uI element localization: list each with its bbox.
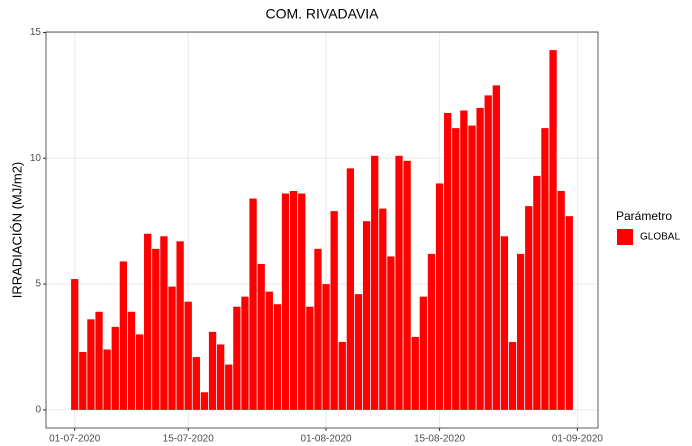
legend-label: GLOBAL [640,232,680,243]
bar [379,208,387,410]
bar [87,319,95,410]
bar [468,125,476,410]
bar [127,311,136,410]
legend-key [617,229,633,245]
bar [354,294,363,410]
bar [152,248,160,410]
bar [476,107,484,410]
bar [192,357,200,410]
plot-area: 0 5 10 15 01-07-2020 15-07-2020 01-08-2020 15-0… [30,27,681,444]
bar [492,85,500,410]
bar [257,263,265,410]
bar [168,286,176,410]
bar [330,211,338,410]
bar [411,336,419,410]
bar [241,296,249,410]
bar [549,50,557,410]
bar [103,349,111,410]
bar [435,183,444,410]
bar [71,279,79,410]
bar [322,284,330,410]
legend-title: Parámetro [616,209,672,223]
bar [346,168,355,410]
bar [233,306,241,410]
bar [200,392,209,410]
bar [395,155,403,410]
bar [444,113,452,410]
bar [525,206,533,410]
y-tick-label: 0 [35,405,41,416]
bar [144,233,152,410]
bar [111,326,119,410]
bar [460,110,468,410]
x-tick-label: 15-07-2020 [163,434,215,445]
bar [135,334,144,410]
bar [338,341,346,410]
y-tick-label: 10 [30,153,42,164]
panel-border [45,31,599,429]
bar [79,352,87,410]
y-axis-title: IRRADIACIÓN (MJ/m2) [9,162,24,299]
bar [281,193,290,410]
bar [541,128,549,410]
bar [95,311,103,410]
bar [500,236,509,410]
bar [176,241,184,410]
bar [160,236,168,410]
y-tick-label: 5 [35,279,41,290]
bar [298,193,306,410]
bar [184,301,192,410]
bar [217,344,225,410]
bar [225,364,233,410]
bar [427,253,436,410]
bar [508,341,517,410]
bar [362,221,371,410]
bar [249,198,257,410]
bar [484,95,492,410]
x-tick-label: 15-08-2020 [414,434,466,445]
bar [306,306,314,410]
bar [565,216,573,410]
bar [403,160,411,410]
x-tick-label: 01-09-2020 [552,434,604,445]
x-tick-label: 01-07-2020 [49,434,101,445]
bar [273,304,282,410]
bar [452,128,460,410]
bar [419,296,427,410]
bar [557,191,565,410]
bar [208,331,217,410]
bar [516,253,525,410]
bar [289,191,298,410]
bar [314,248,322,410]
bar [119,261,128,410]
bar [371,155,379,410]
bar [265,291,273,410]
y-tick-label: 15 [30,27,42,38]
x-tick-label: 01-08-2020 [300,434,352,445]
chart-title: COM. RIVADAVIA [265,6,379,22]
bar [533,175,541,410]
bar [387,256,395,410]
